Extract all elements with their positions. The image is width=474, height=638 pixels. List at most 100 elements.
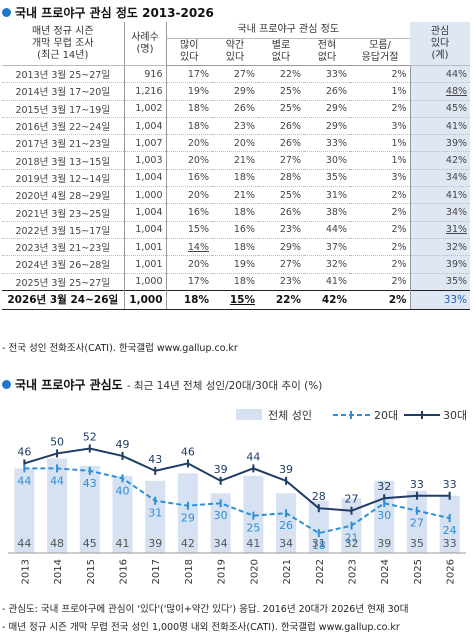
row-cases: 1,001: [124, 255, 167, 274]
header-cases: 사례수 (명): [124, 22, 167, 66]
row-value: 33%: [304, 134, 350, 153]
row-value: 22%: [258, 65, 304, 84]
row-total: 45%: [409, 100, 471, 118]
table-row: 2014년 3월 17~20일 1,216 19% 29% 25% 26% 1% 48%: [2, 82, 471, 101]
row-period: 2026년 3월 24~26일: [2, 289, 125, 310]
row-period: 2013년 3월 25~27일: [2, 65, 125, 84]
row-total: 41%: [409, 117, 471, 136]
label-30s: 46: [17, 445, 31, 458]
label-20s: 27: [410, 517, 424, 530]
bar-total-2025: [406, 490, 427, 553]
label-20s: 29: [181, 512, 195, 525]
row-value: 27%: [212, 65, 258, 84]
row-cases: 1,216: [124, 82, 167, 101]
header-col-little: 별로 없다: [258, 38, 304, 66]
label-30s: 43: [148, 453, 162, 466]
table-row: 2024년 3월 26~28일 1,001 20% 19% 27% 32% 2% 39%: [2, 255, 471, 274]
row-period: 2019년 3월 12~14일: [2, 169, 125, 188]
row-period: 2015년 3월 17~19일: [2, 100, 125, 118]
row-total: 48%: [409, 82, 471, 101]
row-cases: 1,004: [124, 221, 167, 239]
row-value: 2%: [350, 238, 411, 257]
table-row: 2025년 3월 25~27일 1,000 17% 18% 23% 41% 2% 35%: [2, 273, 471, 291]
table-row: 2013년 3월 25~27일 916 17% 27% 22% 33% 2% 44%: [2, 65, 471, 84]
bar-total-2017: [145, 480, 166, 553]
x-tick-label: 2020: [249, 559, 260, 584]
row-cases: 1,000: [124, 289, 167, 310]
header-period: 매년 정규 시즌 개막 무렵 조사 (최근 14년): [2, 22, 125, 66]
x-tick-label: 2017: [151, 559, 162, 584]
table-note: - 전국 성인 전화조사(CATI). 한국갤럽 www.gallup.co.k…: [2, 343, 238, 354]
row-period: 2023년 3월 21~23일: [2, 238, 125, 257]
bullet-icon: [2, 380, 11, 389]
row-value: 25%: [258, 100, 304, 118]
row-value: 33%: [304, 65, 350, 84]
header-col-dk: 모름/응답거절: [350, 38, 411, 66]
row-value: 26%: [304, 82, 350, 101]
label-20s: 31: [148, 507, 162, 520]
row-value: 25%: [258, 82, 304, 101]
bar-label: 33: [443, 537, 457, 550]
row-value: 20%: [166, 186, 212, 205]
row-value: 27%: [258, 151, 304, 170]
row-total: 41%: [409, 186, 471, 205]
bar-label: 34: [279, 537, 293, 550]
bar-label: 41: [246, 537, 260, 550]
row-value: 26%: [258, 117, 304, 136]
row-value: 29%: [258, 238, 304, 257]
x-tick-label: 2016: [119, 559, 130, 584]
row-value: 19%: [212, 255, 258, 274]
row-period: 2025년 3월 25~27일: [2, 273, 125, 291]
row-value: 2%: [350, 255, 411, 274]
x-tick-label: 2024: [380, 559, 391, 584]
bar-label: 48: [50, 537, 64, 550]
row-value: 1%: [350, 134, 411, 153]
header-group: 국내 프로야구 관심 정도: [166, 22, 411, 39]
table-row: 2015년 3월 17~19일 1,002 18% 26% 25% 29% 2% 45%: [2, 100, 471, 118]
row-value: 29%: [304, 100, 350, 118]
row-value: 18%: [166, 289, 212, 310]
row-cases: 1,004: [124, 203, 167, 222]
x-tick-label: 2015: [86, 559, 97, 584]
x-tick-label: 2014: [53, 559, 64, 584]
legend-label-30s: 30대: [443, 409, 467, 422]
row-period: 2020년 4월 28~29일: [2, 186, 125, 205]
row-total: 34%: [409, 169, 471, 188]
row-total: 39%: [409, 134, 471, 153]
bar-total-2014: [47, 458, 68, 553]
row-cases: 1,004: [124, 117, 167, 136]
label-30s: 49: [116, 438, 130, 451]
label-20s: 40: [116, 484, 130, 497]
row-total: 35%: [409, 273, 471, 291]
row-cases: 1,000: [124, 186, 167, 205]
table-row: 2022년 3월 15~17일 1,004 15% 16% 23% 44% 2% 31%: [2, 221, 471, 239]
label-20s: 30: [214, 509, 228, 522]
x-tick-label: 2022: [315, 559, 326, 584]
bar-total-2022: [308, 500, 329, 553]
line-30s: [24, 447, 450, 512]
row-value: 26%: [212, 100, 258, 118]
line-20s: [24, 467, 450, 535]
table-row: 2019년 3월 12~14일 1,004 16% 18% 28% 35% 3% 34%: [2, 169, 471, 188]
row-value: 16%: [166, 203, 212, 222]
row-value: 31%: [304, 186, 350, 205]
x-tick-label: 2021: [282, 559, 293, 584]
table-row: 2021년 3월 23~25일 1,004 16% 18% 26% 38% 2% 34%: [2, 203, 471, 222]
label-20s: 43: [83, 477, 97, 490]
row-value: 21%: [212, 151, 258, 170]
header-col-much: 많이 있다: [166, 38, 212, 66]
footnote-1: - 관심도: 국내 프로야구에 관심이 '있다'('많이+약간 있다') 응답.…: [2, 604, 409, 615]
row-value: 2%: [350, 65, 411, 84]
row-cases: 1,007: [124, 134, 167, 153]
x-tick-label: 2018: [184, 559, 195, 584]
row-value: 23%: [212, 117, 258, 136]
table-row: 2023년 3월 21~23일 1,001 14% 18% 29% 37% 2% 32%: [2, 238, 471, 257]
row-value: 18%: [212, 238, 258, 257]
bar-label: 31: [312, 537, 326, 550]
label-30s: 32: [377, 480, 391, 493]
label-30s: 33: [443, 478, 457, 491]
table-row: 2016년 3월 22~24일 1,004 18% 23% 26% 29% 3% 41%: [2, 117, 471, 136]
row-value: 15%: [212, 289, 258, 310]
label-20s: 44: [17, 474, 31, 487]
bar-label: 45: [83, 537, 97, 550]
